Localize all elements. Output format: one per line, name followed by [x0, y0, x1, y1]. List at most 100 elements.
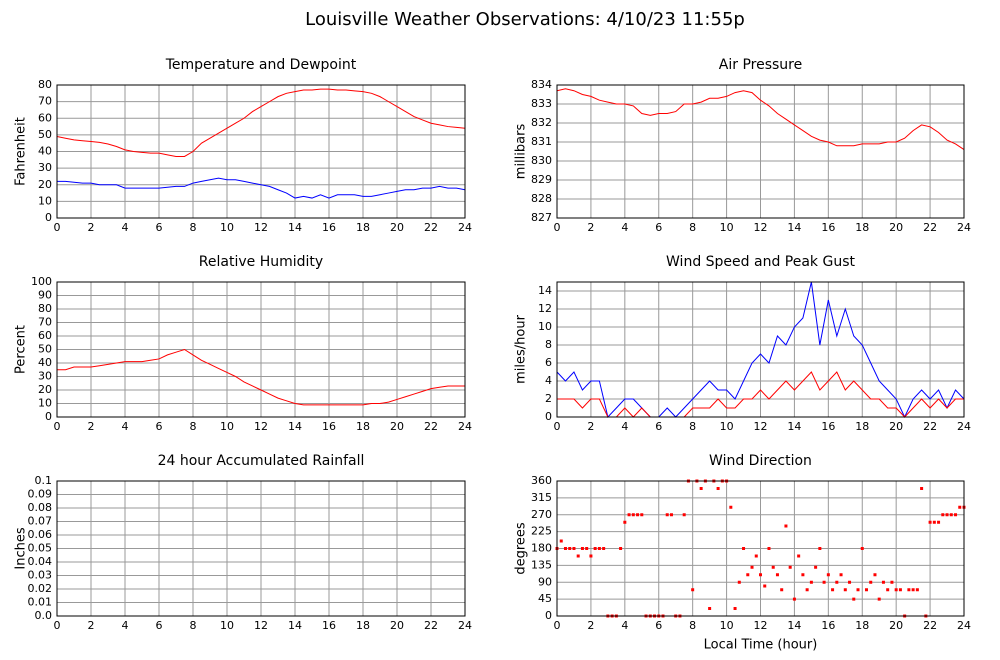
x-tick-label: 22: [424, 420, 438, 433]
y-tick-label: 180: [531, 542, 552, 555]
y-tick-label: 14: [538, 284, 552, 297]
data-point: [958, 505, 962, 509]
x-tick-label: 8: [689, 420, 696, 433]
x-tick-label: 18: [356, 420, 370, 433]
x-tick-label: 24: [458, 221, 472, 234]
data-point: [746, 573, 750, 577]
x-tick-label: 0: [554, 420, 561, 433]
data-point: [771, 565, 775, 569]
x-tick-label: 10: [720, 619, 734, 632]
y-tick-label: 0.09: [28, 488, 53, 501]
data-point: [881, 580, 885, 584]
plot-border: [556, 480, 965, 617]
x-tick-label: 8: [190, 619, 197, 632]
data-point: [818, 547, 822, 550]
data-point: [843, 588, 847, 592]
y-tick-label: 0: [45, 410, 52, 423]
x-tick-label: 24: [957, 619, 971, 632]
x-tick-label: 0: [554, 619, 561, 632]
data-point: [631, 513, 635, 517]
y-tick-label: 360: [531, 474, 552, 487]
x-tick-label: 16: [821, 420, 835, 433]
x-tick-label: 24: [458, 619, 472, 632]
data-point: [729, 505, 733, 509]
x-tick-label: 24: [957, 221, 971, 234]
x-tick-label: 16: [322, 221, 336, 234]
data-point: [873, 573, 877, 577]
y-tick-label: 2: [545, 392, 552, 405]
y-tick-label: 100: [31, 275, 52, 288]
x-tick-label: 4: [122, 221, 129, 234]
data-point: [860, 547, 864, 550]
y-tick-label: 40: [38, 145, 52, 158]
data-point: [937, 520, 941, 524]
x-tick-label: 14: [787, 420, 801, 433]
data-point: [809, 580, 813, 584]
data-line: [556, 281, 965, 419]
y-tick-label: 225: [531, 525, 552, 538]
chart-title: Relative Humidity: [199, 254, 323, 270]
data-point: [788, 565, 792, 569]
data-point: [640, 513, 644, 517]
data-point: [805, 588, 809, 592]
data-line: [557, 371, 964, 418]
data-point: [665, 513, 669, 517]
y-tick-label: 828: [531, 192, 552, 205]
y-tick-label: 70: [38, 95, 52, 108]
y-tick-label: 8: [545, 338, 552, 351]
y-tick-label: 135: [531, 558, 552, 571]
x-tick-label: 20: [390, 221, 404, 234]
x-tick-label: 2: [587, 619, 594, 632]
x-tick-label: 14: [787, 221, 801, 234]
x-tick-label: 6: [655, 619, 662, 632]
y-tick-label: 830: [531, 154, 552, 167]
y-tick-label: 60: [38, 329, 52, 342]
x-tick-label: 24: [957, 420, 971, 433]
y-tick-label: 10: [38, 194, 52, 207]
y-tick-label: 10: [38, 397, 52, 410]
x-tick-label: 12: [754, 619, 768, 632]
y-tick-label: 50: [38, 128, 52, 141]
data-point: [784, 524, 788, 528]
y-tick-label: 831: [531, 135, 552, 148]
y-tick-label: 90: [38, 289, 52, 302]
x-tick-label: 4: [621, 221, 628, 234]
y-tick-label: 30: [38, 161, 52, 174]
data-point: [877, 597, 881, 601]
x-tick-label: 10: [720, 221, 734, 234]
x-tick-label: 18: [855, 619, 869, 632]
data-point: [623, 520, 627, 524]
x-tick-label: 12: [754, 221, 768, 234]
y-tick-label: 20: [38, 178, 52, 191]
data-point: [580, 547, 584, 550]
data-point: [716, 487, 720, 490]
data-point: [691, 588, 695, 592]
data-point: [945, 513, 949, 517]
data-point: [563, 547, 567, 550]
y-tick-label: 0: [45, 211, 52, 224]
x-tick-label: 14: [787, 619, 801, 632]
x-tick-label: 24: [458, 420, 472, 433]
data-point: [864, 588, 868, 592]
data-point: [920, 487, 924, 490]
data-point: [915, 588, 919, 592]
x-tick-label: 8: [689, 221, 696, 234]
y-tick-label: 40: [38, 356, 52, 369]
y-tick-label: 0.06: [28, 528, 53, 541]
data-point: [886, 588, 890, 592]
x-tick-label: 0: [54, 221, 61, 234]
data-point: [792, 597, 796, 601]
x-tick-label: 4: [621, 619, 628, 632]
x-tick-label: 12: [254, 420, 268, 433]
y-tick-label: 0: [545, 410, 552, 423]
x-tick-label: 10: [220, 221, 234, 234]
data-point: [572, 547, 576, 550]
data-point: [669, 513, 673, 517]
data-point: [890, 580, 894, 584]
y-tick-label: 4: [545, 374, 552, 387]
data-point: [754, 554, 758, 558]
x-tick-label: 22: [923, 619, 937, 632]
x-tick-label: 8: [689, 619, 696, 632]
data-point: [759, 573, 762, 577]
y-tick-label: 0.02: [28, 582, 53, 595]
